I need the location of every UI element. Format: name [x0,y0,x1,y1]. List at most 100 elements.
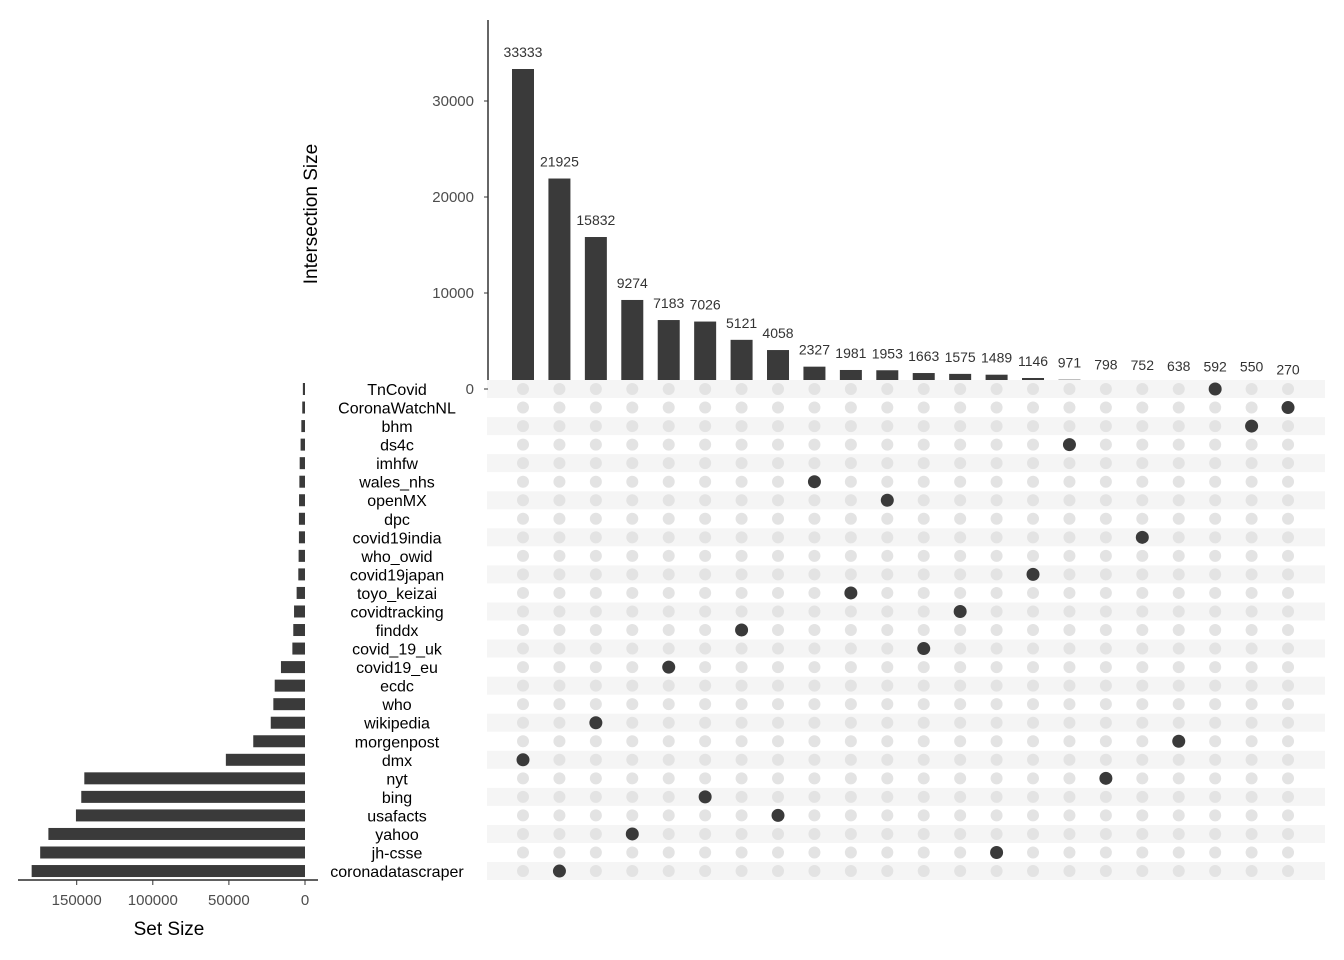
matrix-dot-empty [1245,846,1258,859]
matrix-dot-empty [1063,790,1076,803]
matrix-dot-empty [553,772,566,785]
set-size-bar [298,512,305,525]
set-label: toyo_keizai [357,586,437,603]
matrix-dot-empty [917,661,930,674]
matrix-dot-empty [1063,401,1076,414]
matrix-dot-empty [954,420,967,433]
matrix-dot-empty [1209,512,1222,525]
matrix-dot-empty [1172,420,1185,433]
matrix-dot-empty [808,624,821,637]
matrix-row-stripe [487,491,1325,510]
matrix-dot-empty [735,735,748,748]
matrix-dot-empty [589,531,602,544]
matrix-dot-empty [1136,698,1149,711]
intersection-bar [584,237,607,389]
matrix-dot-empty [735,457,748,470]
matrix-dot-empty [954,698,967,711]
matrix-dot-empty [954,827,967,840]
matrix-dot-empty [808,735,821,748]
matrix-dot-empty [1209,846,1222,859]
matrix-dot-empty [626,420,639,433]
matrix-dot-empty [1282,438,1295,451]
matrix-dot-empty [626,605,639,618]
matrix-dot-empty [735,790,748,803]
set-size-bar [300,438,305,451]
set-size-bar [225,753,305,766]
matrix-dot-empty [699,679,712,692]
matrix-dot-empty [1245,401,1258,414]
intersection-y-tick-label: 20000 [432,189,474,206]
matrix-dot-empty [1282,735,1295,748]
matrix-dot-empty [1245,605,1258,618]
intersection-y-tick-label: 30000 [432,93,474,110]
matrix-dot-empty [553,661,566,674]
matrix-dot-empty [1282,772,1295,785]
matrix-dot-empty [844,642,857,655]
matrix-dot-empty [954,735,967,748]
matrix-dot-empty [772,531,785,544]
matrix-dot-empty [881,809,894,822]
matrix-dot-empty [917,827,930,840]
matrix-dot-empty [626,772,639,785]
matrix-dot-empty [954,753,967,766]
matrix-dot-empty [1209,661,1222,674]
matrix-dot-empty [1245,753,1258,766]
matrix-dot-empty [772,512,785,525]
intersection-bar [730,339,753,389]
matrix-dot-empty [917,438,930,451]
matrix-dot-empty [517,698,529,711]
matrix-dot-empty [626,790,639,803]
matrix-dot-empty [662,624,675,637]
matrix-dot-empty [626,586,639,599]
intersection-bar [767,350,790,389]
matrix-dot-empty [662,827,675,840]
matrix-row-stripe [487,676,1325,695]
matrix-dot-empty [1063,661,1076,674]
matrix-dot-empty [772,457,785,470]
matrix-dot-empty [881,679,894,692]
matrix-dot-empty [699,494,712,507]
matrix-dot-empty [553,790,566,803]
matrix-dot-empty [954,661,967,674]
matrix-dot-empty [1136,827,1149,840]
matrix-dot-empty [553,735,566,748]
matrix-dot-empty [735,679,748,692]
matrix-dot-empty [1063,624,1076,637]
matrix-dot-empty [735,772,748,785]
matrix-dot-empty [517,809,529,822]
matrix-dot-empty [881,420,894,433]
matrix-dot-empty [881,827,894,840]
matrix-dot-empty [626,716,639,729]
matrix-dot-empty [626,809,639,822]
matrix-dot-empty [917,568,930,581]
matrix-dot-empty [589,549,602,562]
matrix-dot-empty [517,494,529,507]
matrix-dot-empty [1282,624,1295,637]
matrix-dot-empty [1027,475,1040,488]
matrix-dot-empty [1136,809,1149,822]
matrix-dot-empty [1136,420,1149,433]
matrix-dot-empty [1282,549,1295,562]
matrix-dot-empty [626,494,639,507]
matrix-dot-empty [589,827,602,840]
intersection-bar-label: 1489 [981,350,1012,366]
matrix-dot-empty [881,716,894,729]
matrix-dot-empty [553,846,566,859]
matrix-dot-empty [553,753,566,766]
matrix-dot-empty [881,661,894,674]
matrix-dot-empty [1099,624,1112,637]
matrix-dot-empty [844,401,857,414]
matrix-dot-empty [1136,401,1149,414]
matrix-dot-empty [1172,457,1185,470]
matrix-dot-empty [917,753,930,766]
matrix-dot-empty [954,642,967,655]
matrix-dot-empty [1282,605,1295,618]
intersection-y-tick-label: 10000 [432,285,474,302]
matrix-dot-empty [990,809,1003,822]
set-label: imhfw [376,456,418,473]
matrix-dot-empty [626,475,639,488]
matrix-dot-empty [772,475,785,488]
matrix-dot-empty [1099,642,1112,655]
intersection-bar [694,321,717,389]
intersection-bar-label: 550 [1240,359,1264,375]
